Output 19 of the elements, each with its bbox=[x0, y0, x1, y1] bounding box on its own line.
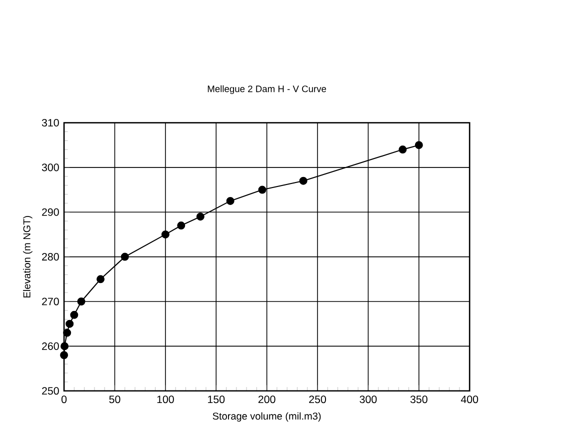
x-tick-label: 350 bbox=[410, 396, 428, 404]
y-tick-label: 280 bbox=[42, 253, 59, 261]
y-axis-title: Elevation (m NGT) bbox=[23, 216, 32, 298]
x-tick-label: 50 bbox=[109, 396, 120, 404]
x-tick-label: 150 bbox=[208, 396, 225, 404]
x-tick-label: 0 bbox=[61, 396, 67, 404]
y-tick-label: 310 bbox=[42, 119, 59, 127]
y-tick-label: 260 bbox=[42, 342, 59, 350]
y-tick-label: 250 bbox=[42, 387, 59, 395]
y-tick-label: 270 bbox=[42, 298, 59, 306]
x-tick-label: 250 bbox=[309, 396, 326, 404]
y-tick-label: 290 bbox=[42, 208, 59, 216]
x-axis-title: Storage volume (mil.m3) bbox=[212, 412, 321, 422]
x-tick-label: 300 bbox=[360, 396, 377, 404]
y-tick-label: 300 bbox=[42, 164, 59, 172]
chart-title: Mellegue 2 Dam H - V Curve bbox=[208, 85, 326, 94]
x-tick-label: 400 bbox=[460, 396, 478, 404]
x-tick-label: 100 bbox=[157, 396, 174, 404]
x-tick-label: 200 bbox=[258, 396, 276, 404]
